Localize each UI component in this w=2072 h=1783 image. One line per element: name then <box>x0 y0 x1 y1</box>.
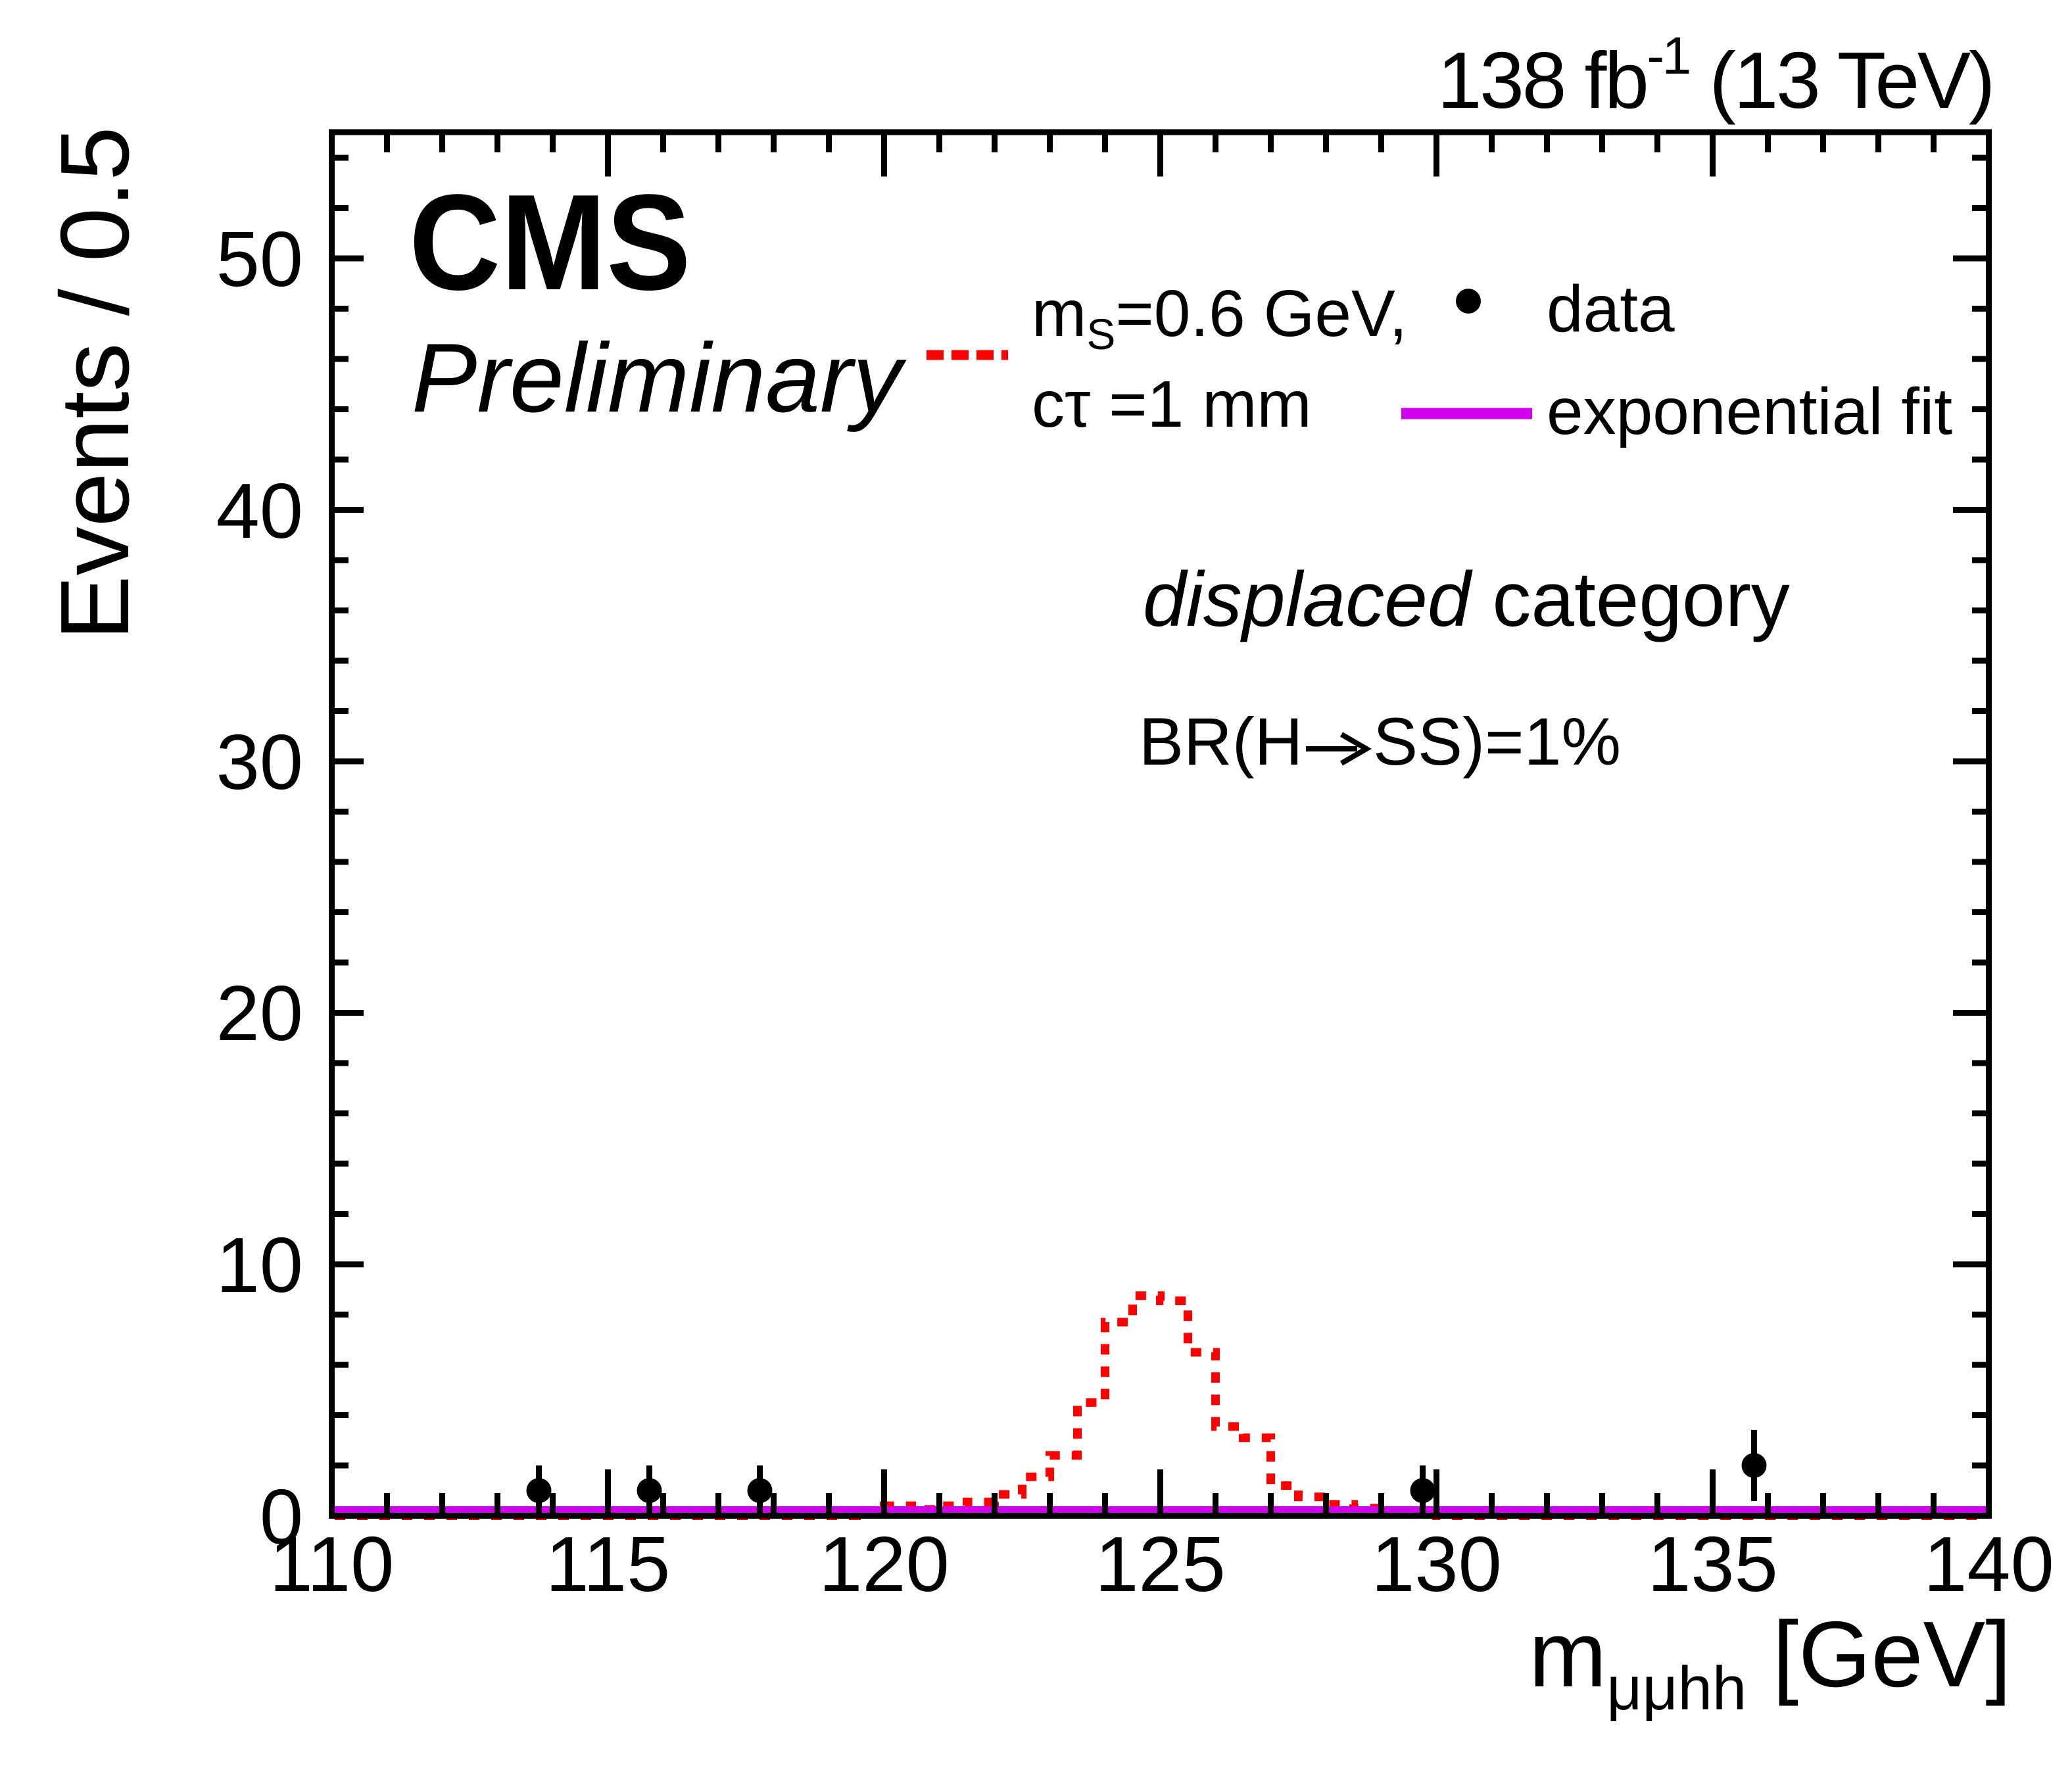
svg-text:data: data <box>1547 272 1675 346</box>
svg-text:110: 110 <box>270 1521 395 1608</box>
svg-text:SS)=1%: SS)=1% <box>1373 704 1621 779</box>
svg-text:Preliminary: Preliminary <box>412 323 907 433</box>
svg-text:mS=0.6 GeV,: mS=0.6 GeV, <box>1032 277 1407 358</box>
svg-text:mμμhh [GeV]: mμμhh [GeV] <box>1529 1602 2012 1723</box>
svg-text:135: 135 <box>1647 1521 1778 1608</box>
svg-text:140: 140 <box>1923 1521 2054 1608</box>
svg-text:CMS: CMS <box>409 167 691 319</box>
svg-text:BR(H: BR(H <box>1139 704 1303 779</box>
svg-text:0: 0 <box>260 1473 303 1561</box>
svg-text:138 fb-1 (13 TeV): 138 fb-1 (13 TeV) <box>1437 26 1993 125</box>
svg-text:130: 130 <box>1371 1521 1502 1608</box>
svg-text:10: 10 <box>216 1222 303 1309</box>
svg-text:50: 50 <box>216 216 303 303</box>
svg-text:40: 40 <box>216 467 303 555</box>
svg-text:cτ =1 mm: cτ =1 mm <box>1032 368 1312 441</box>
svg-text:125: 125 <box>1095 1521 1226 1608</box>
svg-text:115: 115 <box>546 1521 671 1608</box>
svg-text:30: 30 <box>216 719 303 806</box>
svg-text:Events / 0.5: Events / 0.5 <box>41 126 149 640</box>
svg-text:exponential fit: exponential fit <box>1547 375 1952 448</box>
svg-text:displaced category: displaced category <box>1143 556 1790 643</box>
svg-text:120: 120 <box>819 1521 950 1608</box>
svg-text:20: 20 <box>216 970 303 1057</box>
